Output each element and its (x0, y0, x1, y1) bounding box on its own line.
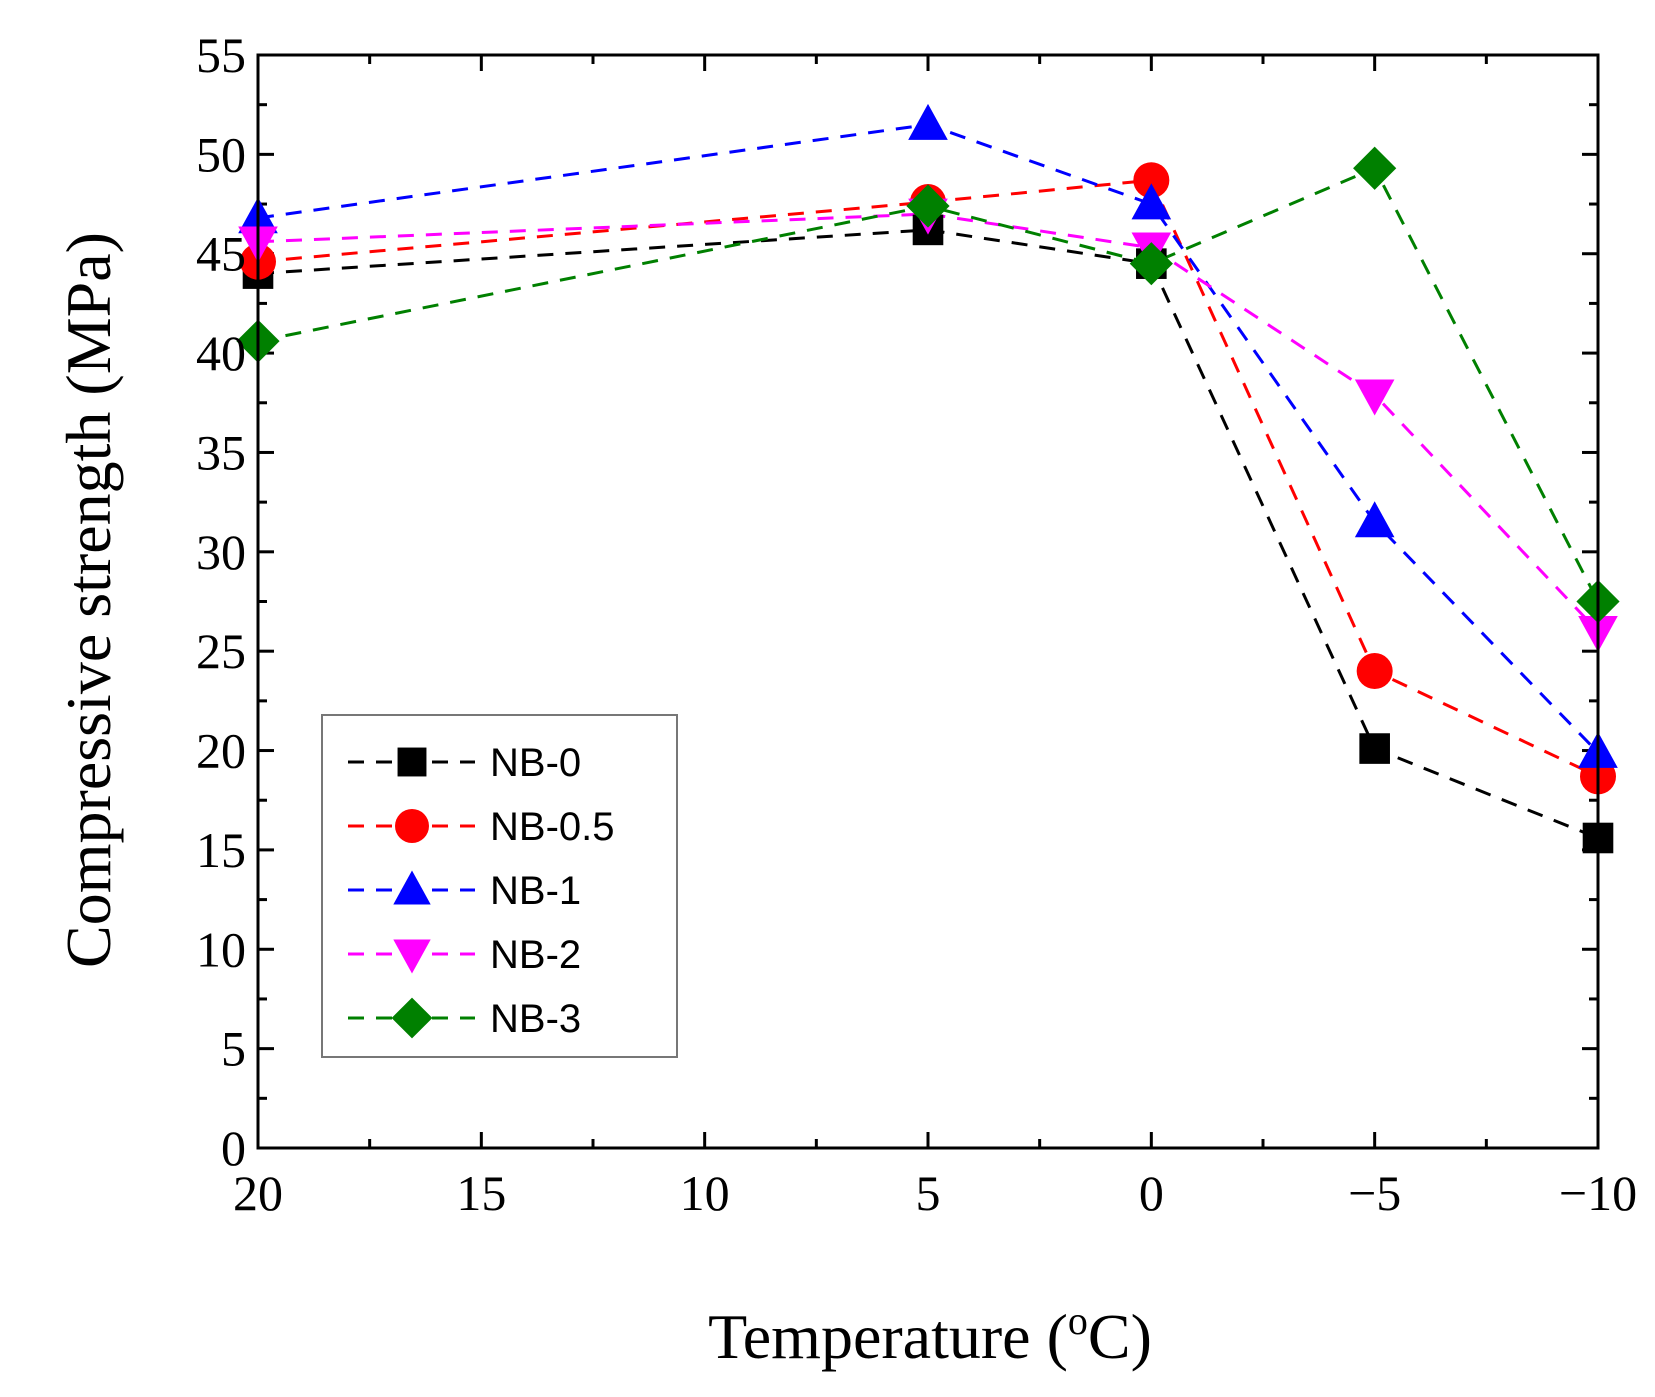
legend: NB-0 NB-0.5 NB-1 NB-2 NB-3 (321, 714, 678, 1058)
y-tick-label: 5 (221, 1021, 246, 1077)
data-point-nb-1 (1354, 501, 1395, 538)
x-tick-label: 10 (680, 1165, 730, 1221)
legend-box (321, 714, 678, 1058)
y-tick-label: 30 (196, 524, 246, 580)
x-tick-label: 0 (1139, 1165, 1164, 1221)
legend-label-nb-0.5: NB-0.5 (490, 805, 615, 849)
y-tick-label: 15 (196, 822, 246, 878)
data-point-nb-0 (1359, 733, 1390, 764)
data-point-nb-1 (1131, 183, 1172, 220)
data-point-nb-2 (1354, 379, 1395, 416)
data-point-nb-1 (908, 103, 948, 140)
series-line-nb-1 (257, 123, 1600, 754)
y-tick-label: 0 (221, 1120, 246, 1176)
series-line-nb-3 (257, 166, 1600, 603)
legend-marker-nb-2 (393, 939, 431, 974)
data-point-nb-3 (1129, 242, 1173, 286)
plot-frame (256, 53, 1600, 1150)
legend-marker-nb-1 (393, 870, 431, 905)
series-line-nb-2 (257, 212, 1600, 633)
y-tick-label: 50 (196, 126, 246, 182)
legend-label-nb-0: NB-0 (490, 741, 581, 785)
y-tick-label: 20 (196, 723, 246, 779)
data-point-nb-0.5 (1133, 162, 1170, 199)
legend-marker-nb-3 (391, 997, 433, 1039)
data-point-nb-0.5 (1356, 653, 1393, 690)
x-tick-label: 15 (456, 1165, 506, 1221)
x-tick-labels: 20 15 10 5 0 −5 −10 (233, 1165, 1637, 1221)
legend-label-nb-1: NB-1 (490, 869, 581, 913)
x-tick-label: −10 (1559, 1165, 1637, 1221)
x-tick-label: 5 (916, 1165, 941, 1221)
legend-label-nb-3: NB-3 (490, 997, 581, 1041)
y-tick-label: 25 (196, 623, 246, 679)
legend-label-nb-2: NB-2 (490, 933, 581, 977)
x-tick-label: 20 (233, 1165, 283, 1221)
y-tick-label: 35 (196, 424, 246, 480)
y-tick-label: 55 (196, 27, 246, 83)
x-tick-label: −5 (1348, 1165, 1401, 1221)
y-axis-title: Compressive strength (MPa) (53, 232, 124, 968)
y-tick-label: 10 (196, 921, 246, 977)
legend-marker-nb-0.5 (395, 809, 429, 843)
series-line-nb-0.5 (257, 178, 1599, 778)
data-point-nb-3 (906, 184, 950, 228)
data-point-nb-3 (1353, 146, 1397, 190)
y-tick-label: 40 (196, 325, 246, 381)
legend-marker-nb-0 (397, 747, 427, 777)
y-tick-labels: 0 5 10 15 20 25 30 35 40 45 50 55 (196, 27, 246, 1176)
y-tick-label: 45 (196, 226, 246, 282)
x-axis-title: Temperature (oC) (708, 1298, 1152, 1372)
